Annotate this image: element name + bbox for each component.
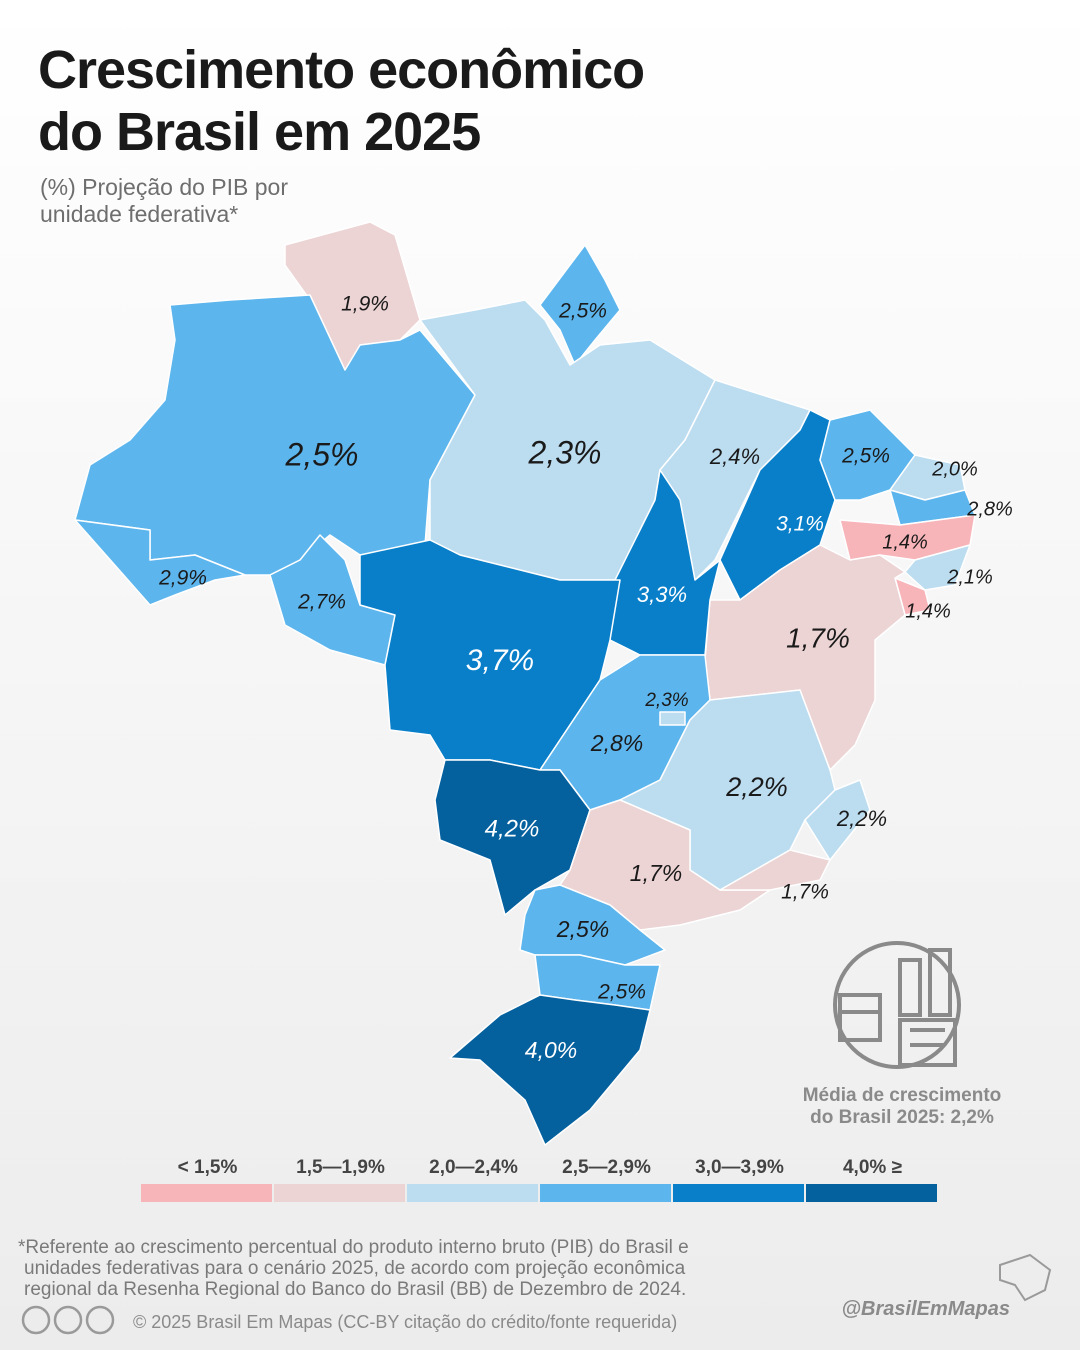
- state: [889, 489, 976, 526]
- state-label: 4,0%: [525, 1037, 577, 1063]
- handle: @BrasilEmMapas: [842, 1298, 1010, 1320]
- state-label: 1,7%: [630, 860, 682, 886]
- state-label: 1,7%: [781, 881, 829, 904]
- state-label: 3,1%: [776, 513, 824, 536]
- title-line: do Brasil em 2025: [38, 102, 480, 162]
- title-line: Crescimento econômico: [38, 40, 644, 100]
- state: [659, 711, 686, 726]
- state-label: 2,5%: [841, 445, 890, 468]
- legend-label: < 1,5%: [178, 1157, 238, 1178]
- state: [719, 849, 831, 891]
- state-label: 1,4%: [882, 531, 928, 553]
- state-label: 2,3%: [644, 690, 688, 711]
- note-line: *Referente ao crescimento percentual do …: [18, 1237, 689, 1258]
- state-label: 3,7%: [466, 644, 534, 677]
- state: [904, 544, 971, 591]
- legend-swatch: [274, 1184, 405, 1202]
- state-label: 3,3%: [637, 582, 687, 607]
- state-label: 2,8%: [966, 498, 1013, 520]
- note-line: regional da Resenha Regional do Banco do…: [24, 1279, 686, 1300]
- state-label: 1,7%: [786, 622, 850, 653]
- state-label: 1,4%: [905, 600, 951, 622]
- states: 1,9% 2,5% 2,5% 2,3% 2,4% 3,1% 2,5% 2,0% 2,8% 1,4%…: [74, 221, 1013, 1146]
- state-label: 2,2%: [725, 772, 788, 802]
- state-label: 1,9%: [341, 293, 389, 316]
- state-label: 2,5%: [597, 981, 646, 1004]
- state-label: 4,2%: [485, 815, 540, 842]
- cc-icons: [21, 1305, 115, 1335]
- state: [74, 519, 246, 606]
- state-label: 2,0%: [931, 458, 978, 480]
- copyright: © 2025 Brasil Em Mapas (CC-BY citação do…: [133, 1312, 677, 1332]
- state-label: 2,9%: [158, 567, 207, 590]
- state: [434, 759, 591, 916]
- state-label: 2,5%: [558, 300, 607, 323]
- subtitle-line: unidade federativa*: [40, 201, 238, 227]
- legend: < 1,5% 1,5—1,9% 2,0—2,4% 2,5—2,9% 3,0—3,9% 4,…: [141, 1157, 937, 1202]
- state-label: 2,2%: [836, 806, 887, 831]
- state: [449, 994, 651, 1146]
- legend-swatch: [141, 1184, 272, 1202]
- average-line: Média de crescimento: [803, 1085, 1002, 1106]
- legend-label: 4,0% ≥: [843, 1157, 902, 1178]
- legend-label: 2,0—2,4%: [429, 1157, 518, 1178]
- state: [819, 409, 916, 501]
- state-label: 2,5%: [556, 916, 609, 942]
- state: [804, 779, 871, 861]
- state-label: 2,1%: [946, 566, 993, 588]
- legend-label: 2,5—2,9%: [562, 1157, 651, 1178]
- average-line: do Brasil 2025: 2,2%: [810, 1107, 994, 1128]
- subtitle-line: (%) Projeção do PIB por: [40, 174, 288, 200]
- state-label: 2,7%: [297, 591, 346, 614]
- state-label: 2,8%: [590, 730, 643, 756]
- legend-swatch: [806, 1184, 937, 1202]
- state-label: 2,4%: [709, 444, 760, 469]
- legend-label: 3,0—3,9%: [695, 1157, 784, 1178]
- logo: [999, 1253, 1052, 1302]
- state-label: 2,5%: [285, 436, 359, 472]
- state: [539, 244, 621, 366]
- note-line: unidades federativas para o cenário 2025…: [24, 1258, 686, 1279]
- legend-label: 1,5—1,9%: [296, 1157, 385, 1178]
- legend-swatch: [540, 1184, 671, 1202]
- factory-icon: [833, 941, 961, 1069]
- state-label: 2,3%: [528, 434, 602, 470]
- legend-swatch: [407, 1184, 538, 1202]
- legend-swatch: [673, 1184, 804, 1202]
